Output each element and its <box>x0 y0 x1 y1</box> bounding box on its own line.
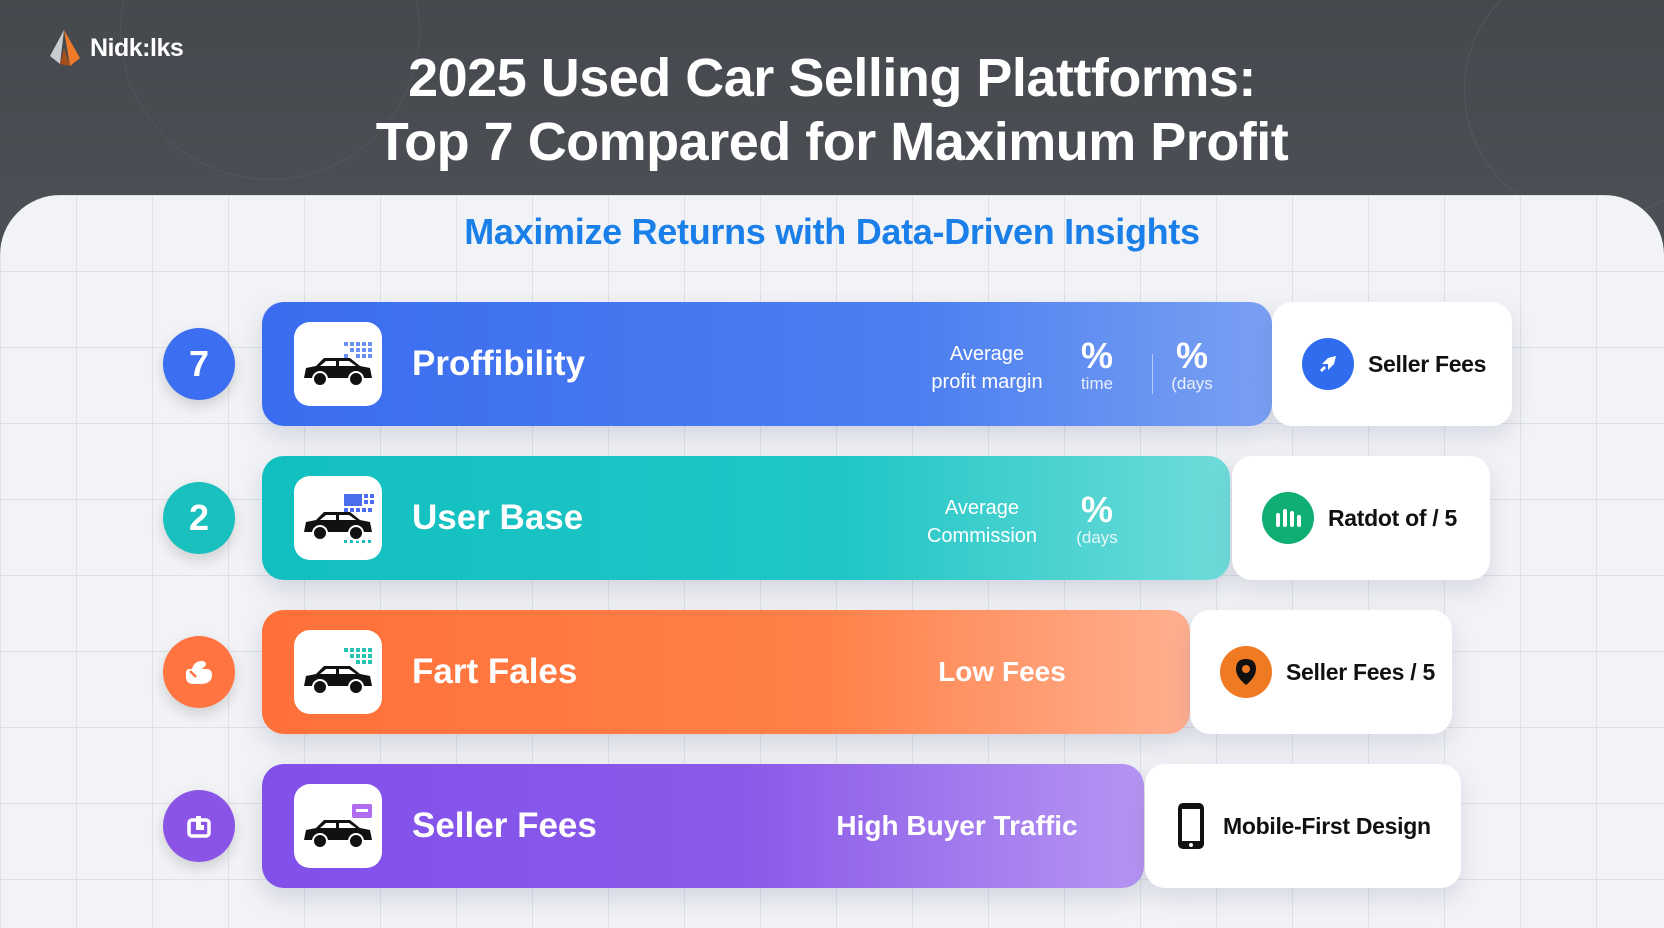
title-line-1: 2025 Used Car Selling Plattforms: <box>408 48 1256 108</box>
metric-label: Average profit margin <box>917 340 1057 396</box>
car-icon <box>304 494 374 543</box>
platform-bar[interactable]: User Base Average Commission % (days <box>262 456 1230 580</box>
platform-row[interactable]: Fart Fales Low Fees Seller Fees / 5 <box>0 610 1664 736</box>
feature-card[interactable]: Seller Fees <box>1272 302 1512 426</box>
platform-row[interactable]: 2 User Base Average Commiss <box>0 456 1664 582</box>
metric-text: High Buyer Traffic <box>836 810 1078 841</box>
rank-badge <box>163 790 235 862</box>
car-icon <box>304 342 372 387</box>
platform-bar[interactable]: Proffibility Average profit margin % tim… <box>262 302 1272 426</box>
header <box>0 0 1664 230</box>
location-pin-icon <box>1220 646 1272 698</box>
page-title: 2025 Used Car Selling Plattforms: Top 7 … <box>0 46 1664 174</box>
metric-value-big: % <box>1175 335 1208 376</box>
platform-label: Proffibility <box>412 344 586 383</box>
platform-label: Fart Fales <box>412 652 578 691</box>
metric-value-big: % <box>1080 489 1113 530</box>
feature-card[interactable]: Seller Fees / 5 <box>1190 610 1452 734</box>
platform-label: Seller Fees <box>412 806 597 845</box>
metric-label-line-1: Average <box>949 343 1025 365</box>
platform-row[interactable]: Seller Fees High Buyer Traffic Mobile-Fi… <box>0 764 1664 890</box>
metric-value-unit: (days <box>1076 528 1118 547</box>
platform-bar[interactable]: Fart Fales Low Fees <box>262 610 1190 734</box>
platform-label: User Base <box>412 498 584 537</box>
rank-badge: 7 <box>163 328 235 400</box>
rank-badge <box>163 636 235 708</box>
metric-label-line-2: profit margin <box>931 371 1043 393</box>
logo-icon <box>50 30 80 66</box>
platform-row[interactable]: 7 Proffibility Average profit margin % t… <box>0 302 1664 428</box>
platform-bar[interactable]: Seller Fees High Buyer Traffic <box>262 764 1144 888</box>
feature-text: Ratdot of / 5 <box>1328 504 1457 531</box>
feature-text: Seller Fees <box>1368 350 1487 377</box>
metric-value: % (days <box>1167 338 1217 394</box>
car-icon-tile <box>294 784 382 868</box>
logo-text: Nidk:lks <box>90 33 184 62</box>
metric-label-line-1: Average <box>944 497 1020 519</box>
car-icon-tile <box>294 630 382 714</box>
rank-badge: 2 <box>163 482 235 554</box>
metric-label: Average Commission <box>917 494 1047 550</box>
metric-label-line-2: Commission <box>926 525 1038 547</box>
title-line-2: Top 7 Compared for Maximum Profit <box>375 112 1289 172</box>
car-icon-tile <box>294 476 382 560</box>
hand-icon <box>186 661 212 684</box>
logo[interactable]: Nidk:lks <box>46 28 184 68</box>
layers-icon <box>187 816 211 838</box>
metric-text: Low Fees <box>938 656 1066 687</box>
metric-value-big: % <box>1080 335 1113 376</box>
car-icon <box>304 804 372 849</box>
metric-value: % (days <box>1062 492 1132 548</box>
metric-value-unit: time <box>1080 374 1114 393</box>
feature-text: Mobile-First Design <box>1223 812 1431 839</box>
feature-card[interactable]: Mobile-First Design <box>1145 764 1461 888</box>
smartphone-icon <box>1173 800 1209 852</box>
bar-chart-icon <box>1262 492 1314 544</box>
car-icon <box>304 648 372 695</box>
divider <box>1152 354 1153 394</box>
metric-value: % time <box>1072 338 1122 394</box>
car-icon-tile <box>294 322 382 406</box>
feature-card[interactable]: Ratdot of / 5 <box>1232 456 1490 580</box>
rocket-icon <box>1302 338 1354 390</box>
feature-text: Seller Fees / 5 <box>1286 658 1435 685</box>
metric-value-unit: (days <box>1171 374 1213 393</box>
subtitle: Maximize Returns with Data-Driven Insigh… <box>464 211 1200 252</box>
